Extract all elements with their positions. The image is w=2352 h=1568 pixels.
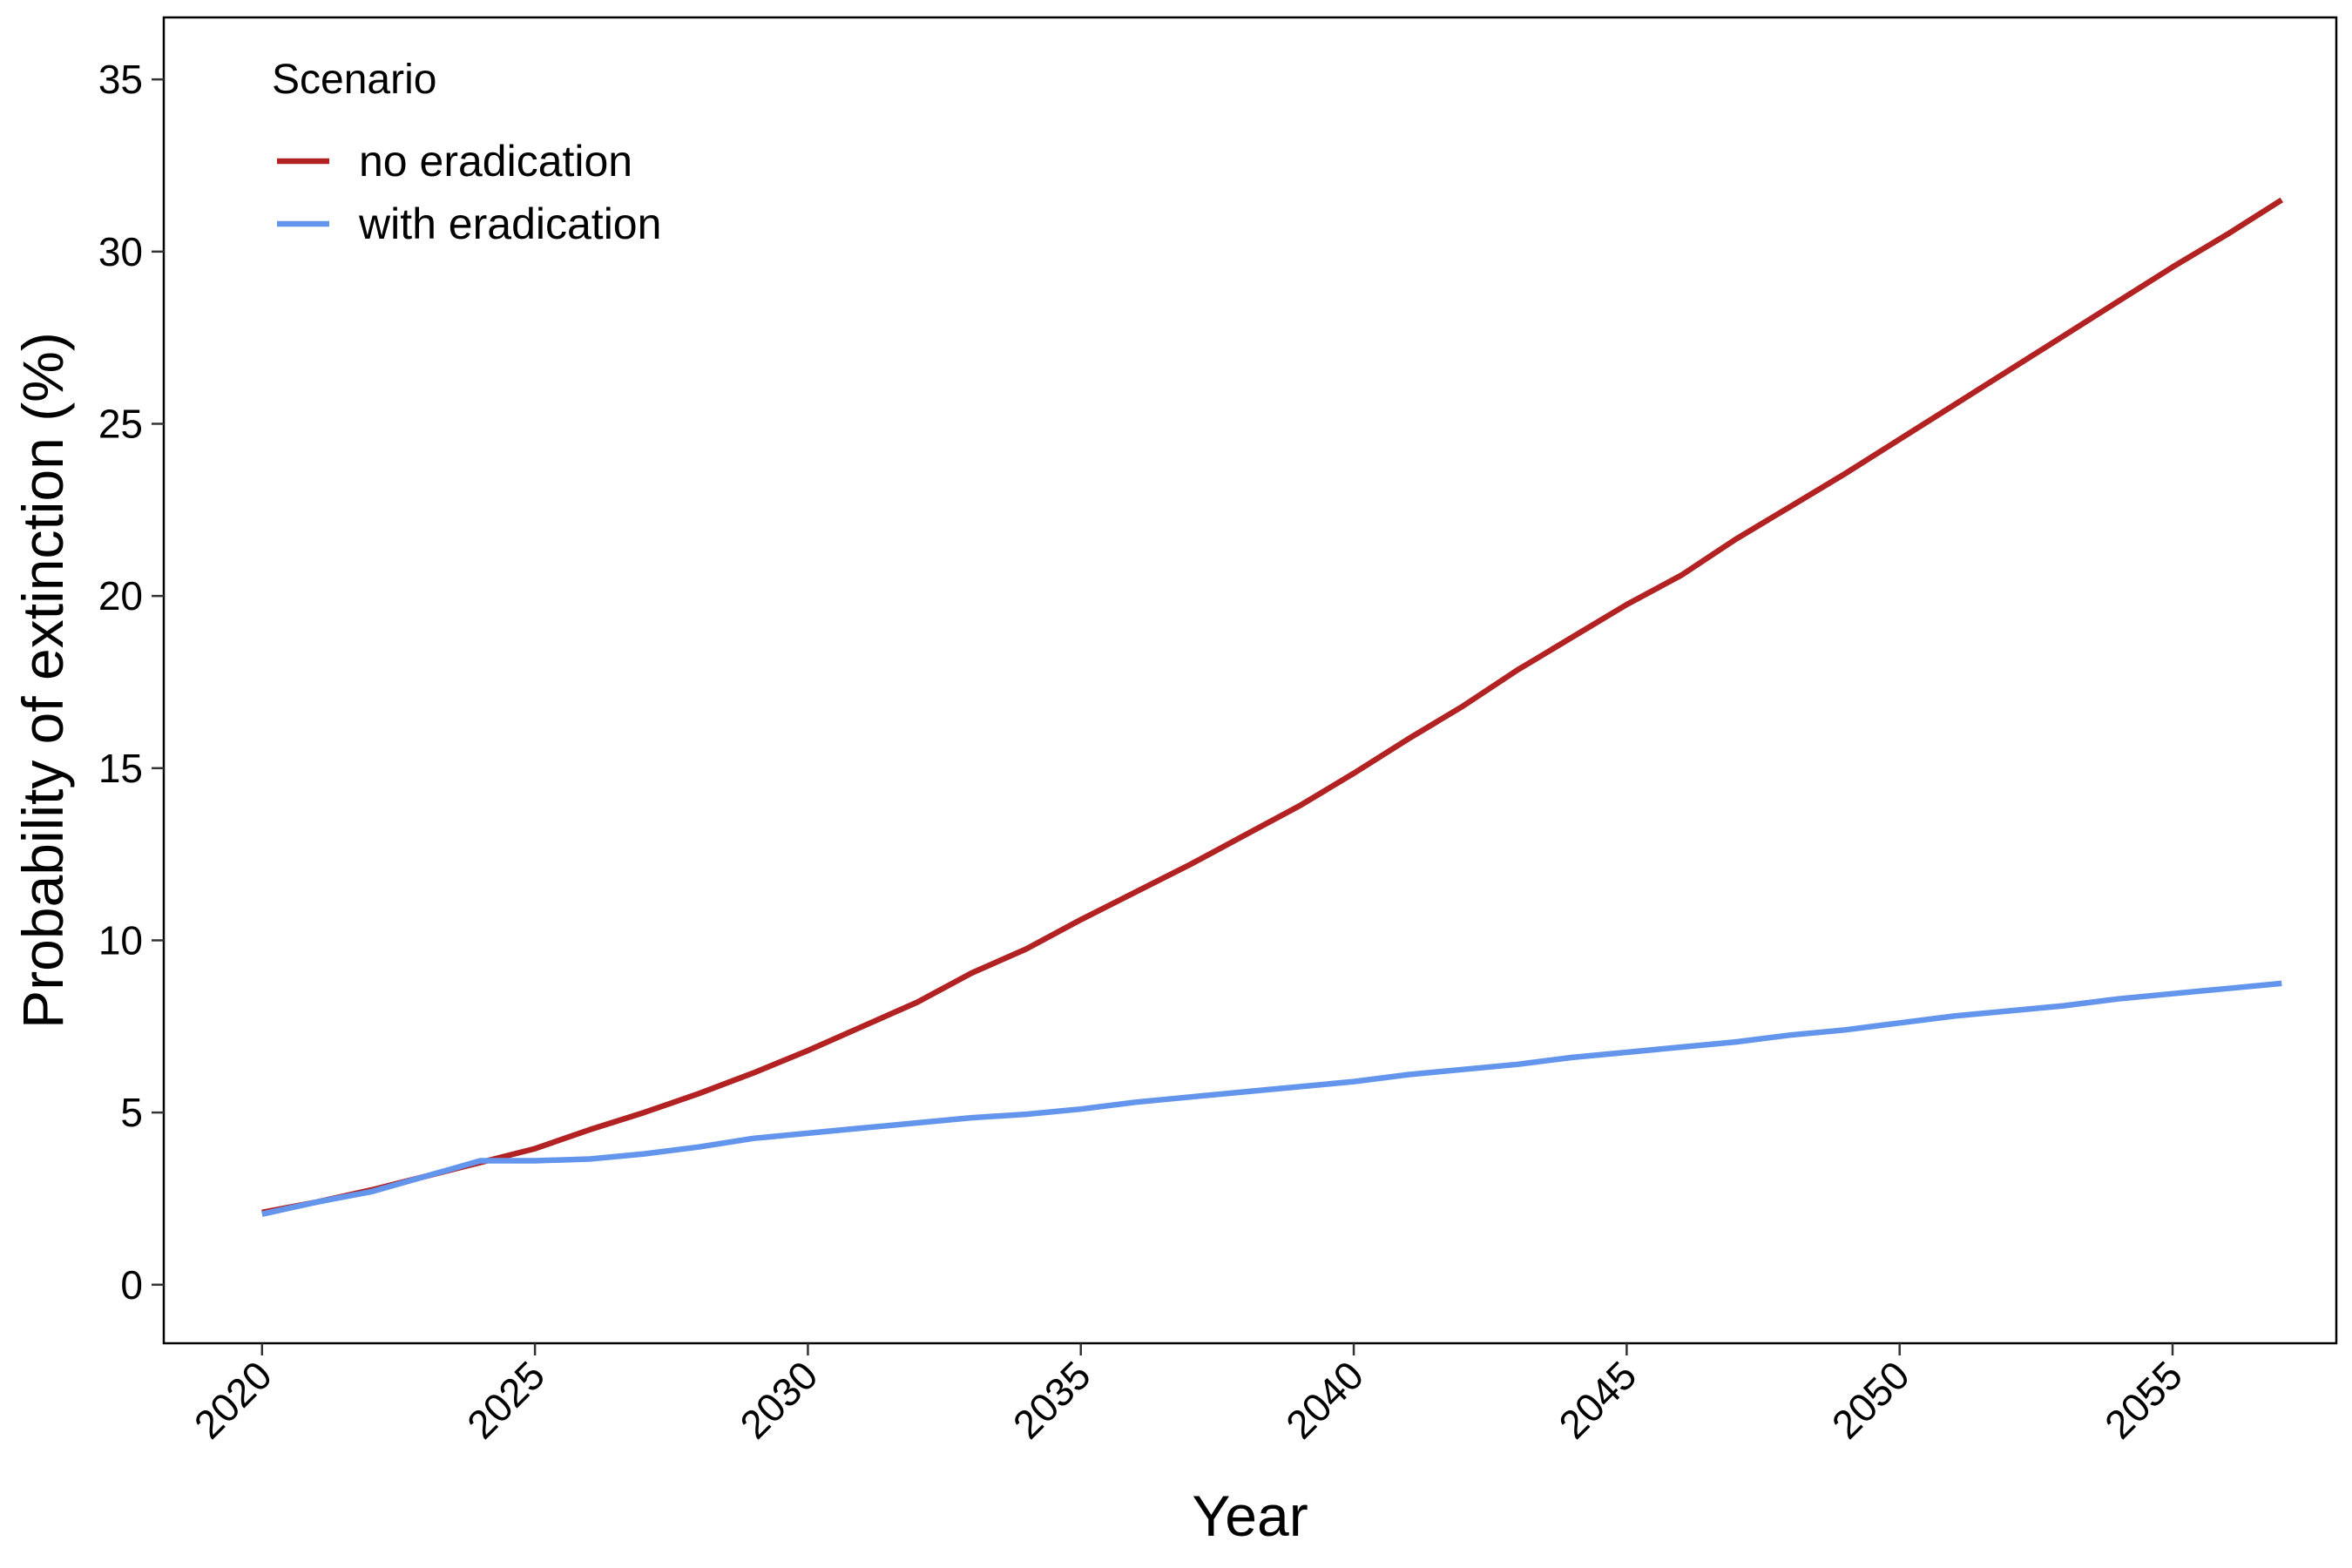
series-lines bbox=[261, 197, 2284, 1217]
x-tick-label: 2035 bbox=[1004, 1352, 1099, 1447]
plot-panel-border bbox=[162, 16, 2338, 1345]
legend-label: with eradication bbox=[358, 199, 661, 248]
x-tick-label: 2055 bbox=[2096, 1352, 2191, 1447]
legend-title: Scenario bbox=[272, 57, 436, 103]
series-line-with-eradication bbox=[261, 980, 2282, 1217]
x-tick-label: 2050 bbox=[1823, 1352, 1918, 1447]
x-tick-label: 2040 bbox=[1277, 1352, 1372, 1447]
x-tick-label: 2030 bbox=[731, 1352, 826, 1447]
y-axis-title: Probability of extinction (%) bbox=[10, 332, 75, 1029]
y-tick-label: 5 bbox=[120, 1090, 143, 1135]
x-tick-label: 2045 bbox=[1550, 1352, 1645, 1447]
y-tick-label: 35 bbox=[98, 57, 143, 102]
x-tick-label: 2025 bbox=[458, 1352, 553, 1447]
series-line-no-eradication bbox=[261, 197, 2284, 1215]
y-tick-label: 15 bbox=[98, 746, 143, 791]
y-tick-label: 0 bbox=[120, 1262, 143, 1308]
legend: Scenario no eradication with eradication bbox=[272, 57, 661, 248]
y-axis: 0 5 10 15 20 25 30 35 bbox=[98, 57, 164, 1308]
legend-items: no eradication with eradication bbox=[277, 137, 661, 248]
y-tick-label: 30 bbox=[98, 229, 143, 274]
x-axis-title: Year bbox=[1192, 1484, 1308, 1548]
legend-label: no eradication bbox=[359, 137, 632, 186]
y-tick-label: 20 bbox=[98, 573, 143, 618]
y-tick-label: 10 bbox=[98, 917, 143, 963]
x-axis: 2020 2025 2030 2035 2040 2045 2050 2055 bbox=[186, 1343, 2191, 1447]
x-tick-label: 2020 bbox=[186, 1352, 280, 1447]
y-tick-label: 25 bbox=[98, 401, 143, 446]
